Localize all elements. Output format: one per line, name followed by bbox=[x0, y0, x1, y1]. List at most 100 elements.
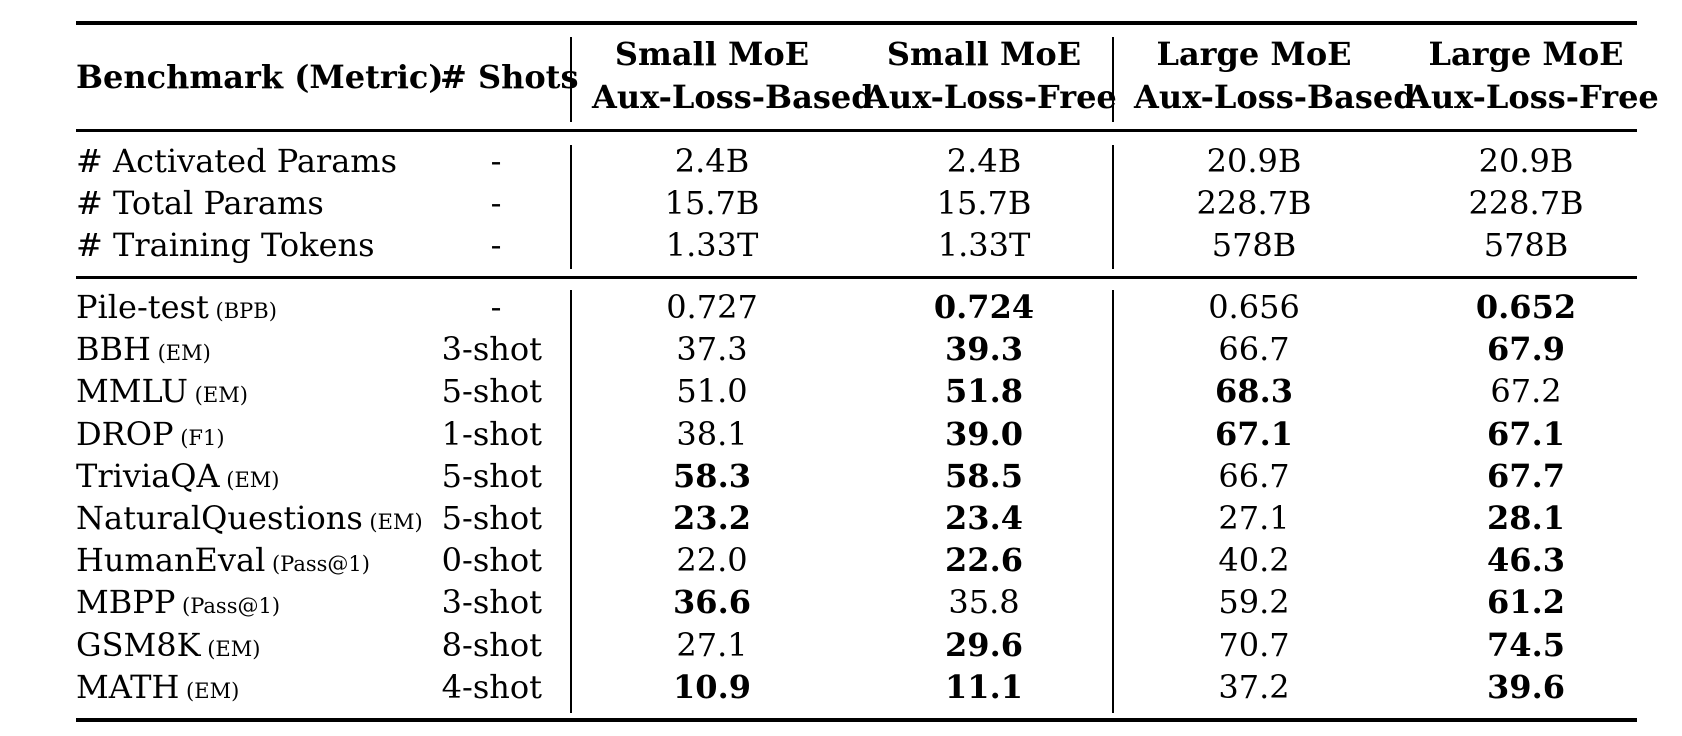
benchmark-value: 39.3 bbox=[945, 330, 1023, 369]
benchmark-value: 67.1 bbox=[1487, 414, 1565, 453]
benchmark-value: 0.727 bbox=[666, 288, 758, 326]
param-value: 228.7B bbox=[1468, 184, 1584, 222]
header-divider-2 bbox=[1112, 37, 1114, 122]
header-col1-line1: Small MoE bbox=[614, 35, 810, 73]
header-benchmark: Benchmark (Metric) bbox=[76, 58, 444, 96]
benchmark-name: GSM8K (EM) bbox=[76, 629, 260, 661]
header-col2-line2: Aux-Loss-Free bbox=[864, 78, 1117, 116]
benchmark-name: DROP (F1) bbox=[76, 418, 225, 450]
benchmark-shots: - bbox=[490, 288, 502, 326]
header-col1-line2: Aux-Loss-Based bbox=[592, 78, 874, 116]
benchmark-value: 29.6 bbox=[945, 625, 1023, 664]
benchmark-metric: (EM) bbox=[179, 678, 240, 703]
benchmark-value: 67.2 bbox=[1490, 372, 1562, 411]
benchmark-metric: (BPB) bbox=[208, 299, 277, 323]
benchmark-value: 27.1 bbox=[676, 625, 748, 664]
benchmark-value: 10.9 bbox=[673, 667, 751, 706]
header-col3-line1: Large MoE bbox=[1156, 35, 1352, 73]
benchmark-value: 0.724 bbox=[933, 288, 1035, 326]
benchmark-metric: (EM) bbox=[200, 636, 261, 661]
benchmark-name: MMLU (EM) bbox=[76, 375, 248, 407]
bottom-rule bbox=[76, 718, 1637, 722]
benchmark-shots: 5-shot bbox=[441, 372, 542, 411]
benchmark-value: 22.0 bbox=[676, 541, 748, 580]
benchmark-shots: 0-shot bbox=[441, 541, 542, 580]
benchmark-value: 39.0 bbox=[945, 414, 1023, 453]
benchmark-value: 67.7 bbox=[1487, 456, 1565, 495]
benchmark-label: MBPP bbox=[76, 583, 176, 622]
benchmark-metric: (Pass@1) bbox=[265, 552, 370, 577]
param-value: 20.9B bbox=[1206, 142, 1302, 180]
benchmark-value: 37.3 bbox=[676, 330, 748, 369]
benchmark-metric: (EM) bbox=[150, 341, 211, 366]
params-divider-2 bbox=[1112, 145, 1114, 269]
param-name: # Total Params bbox=[76, 184, 324, 222]
param-value: 228.7B bbox=[1196, 184, 1312, 222]
bench-divider-2 bbox=[1112, 290, 1114, 713]
header-col2-line1: Small MoE bbox=[886, 35, 1082, 73]
benchmark-name: HumanEval (Pass@1) bbox=[76, 544, 370, 576]
benchmark-label: BBH bbox=[76, 330, 151, 369]
benchmark-metric: (EM) bbox=[188, 383, 248, 408]
param-value: 2.4B bbox=[946, 142, 1022, 180]
benchmark-shots: 3-shot bbox=[441, 330, 542, 369]
benchmark-label: Pile-test bbox=[76, 288, 209, 326]
benchmark-value: 36.6 bbox=[673, 583, 751, 622]
benchmark-shots: 3-shot bbox=[441, 583, 542, 622]
benchmark-metric: (EM) bbox=[219, 467, 280, 492]
benchmark-value: 23.2 bbox=[673, 499, 751, 537]
benchmark-name: MBPP (Pass@1) bbox=[76, 586, 280, 618]
benchmark-value: 66.7 bbox=[1218, 456, 1290, 495]
benchmark-value: 68.3 bbox=[1215, 372, 1293, 411]
param-shots: - bbox=[490, 184, 502, 222]
header-divider-1 bbox=[570, 37, 572, 122]
param-value: 15.7B bbox=[936, 184, 1032, 222]
benchmark-value: 58.5 bbox=[945, 456, 1023, 495]
benchmark-value: 61.2 bbox=[1487, 583, 1565, 622]
benchmark-value: 40.2 bbox=[1218, 541, 1290, 580]
benchmark-metric: (EM) bbox=[362, 510, 423, 534]
benchmark-value: 46.3 bbox=[1487, 541, 1565, 580]
param-value: 2.4B bbox=[674, 142, 750, 180]
benchmark-shots: 5-shot bbox=[441, 499, 542, 537]
benchmark-name: TriviaQA (EM) bbox=[76, 460, 280, 492]
header-col3-line2: Aux-Loss-Based bbox=[1134, 78, 1416, 116]
top-rule bbox=[76, 21, 1637, 25]
benchmark-name: BBH (EM) bbox=[76, 333, 211, 365]
benchmark-label: GSM8K bbox=[76, 625, 201, 664]
benchmark-value: 66.7 bbox=[1218, 330, 1290, 369]
benchmark-name: MATH (EM) bbox=[76, 671, 239, 703]
benchmark-value: 11.1 bbox=[945, 667, 1023, 706]
benchmark-value: 59.2 bbox=[1218, 583, 1290, 622]
params-divider-1 bbox=[570, 145, 572, 269]
param-value: 1.33T bbox=[937, 226, 1031, 264]
benchmark-label: DROP bbox=[76, 414, 174, 453]
param-shots: - bbox=[490, 226, 502, 264]
header-shots: # Shots bbox=[440, 58, 579, 96]
benchmark-value: 51.0 bbox=[676, 372, 748, 411]
param-value: 15.7B bbox=[664, 184, 760, 222]
benchmark-label: MMLU bbox=[76, 372, 188, 411]
param-value: 578B bbox=[1483, 226, 1569, 264]
benchmark-name: NaturalQuestions (EM) bbox=[76, 502, 423, 534]
param-value: 578B bbox=[1211, 226, 1297, 264]
benchmark-value: 39.6 bbox=[1487, 667, 1565, 706]
benchmark-value: 38.1 bbox=[676, 414, 748, 453]
benchmark-value: 0.652 bbox=[1475, 288, 1577, 326]
benchmark-value: 67.9 bbox=[1487, 330, 1565, 369]
benchmark-value: 22.6 bbox=[945, 541, 1023, 580]
benchmark-shots: 8-shot bbox=[441, 625, 542, 664]
benchmark-value: 35.8 bbox=[948, 583, 1020, 622]
header-rule bbox=[76, 129, 1637, 132]
param-name: # Training Tokens bbox=[76, 226, 375, 264]
benchmark-value: 51.8 bbox=[945, 372, 1023, 411]
benchmark-label: TriviaQA bbox=[76, 456, 220, 495]
params-rule bbox=[76, 276, 1637, 279]
benchmark-value: 27.1 bbox=[1218, 499, 1290, 537]
benchmark-value: 74.5 bbox=[1487, 625, 1565, 664]
bench-divider-1 bbox=[570, 290, 572, 713]
header-col4-line2: Aux-Loss-Free bbox=[1406, 78, 1659, 116]
benchmark-label: NaturalQuestions bbox=[76, 499, 363, 537]
benchmark-shots: 4-shot bbox=[441, 667, 542, 706]
param-value: 20.9B bbox=[1478, 142, 1574, 180]
